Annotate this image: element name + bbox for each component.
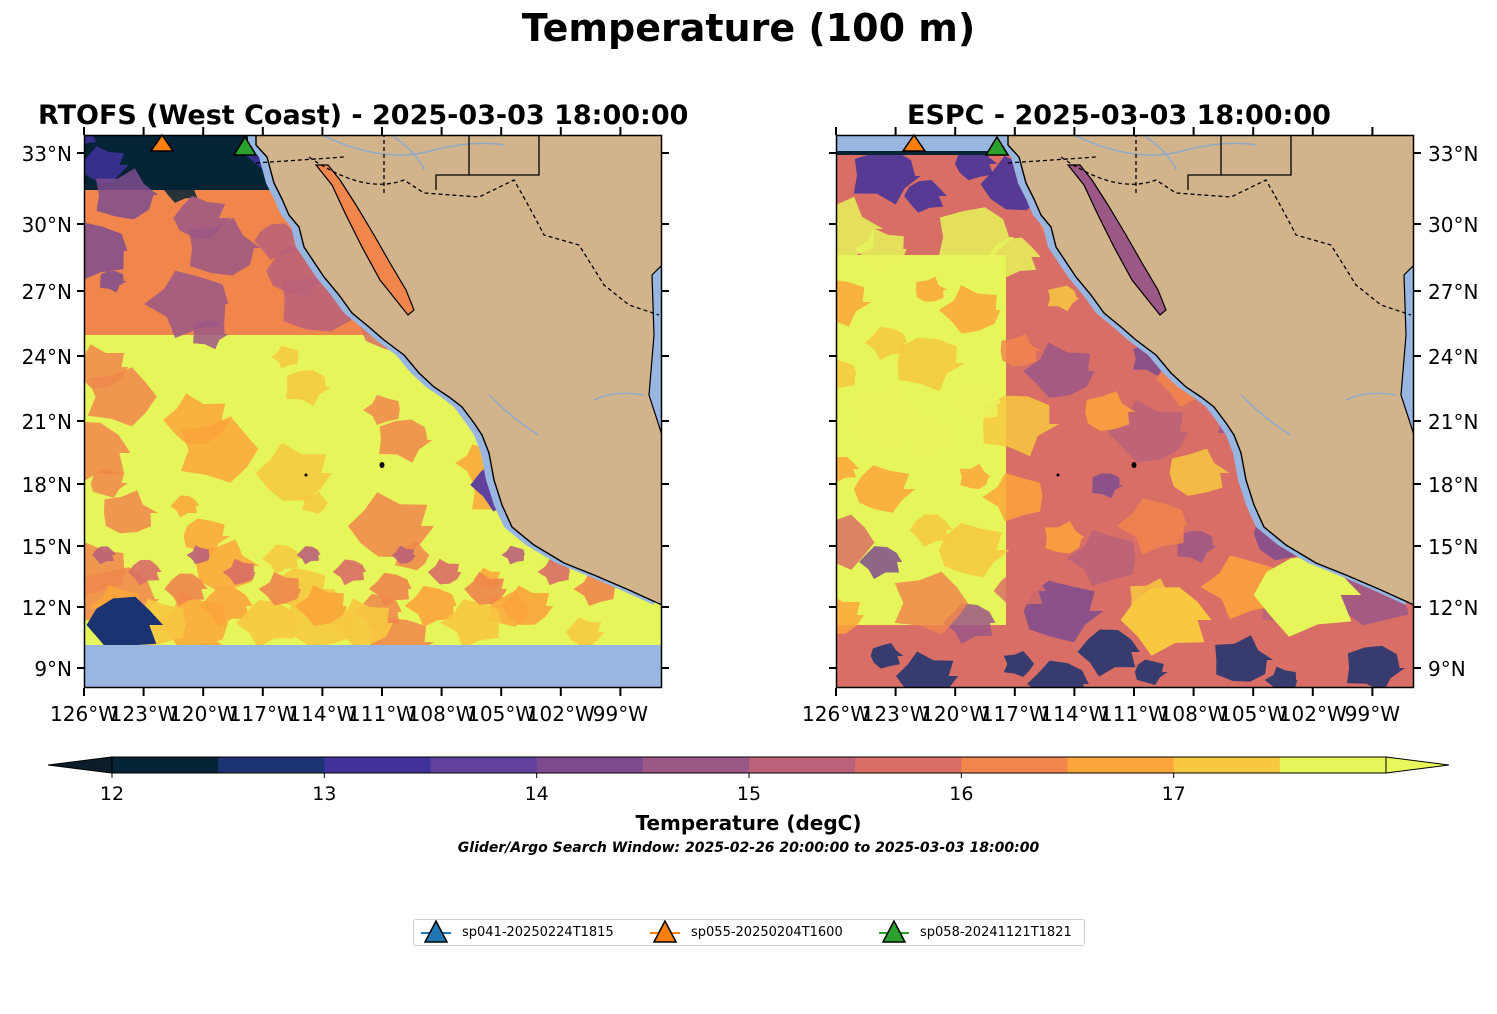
colorbar-title: Temperature (degC)	[635, 811, 862, 835]
right-map-lat-label: 15°N	[1428, 535, 1479, 559]
rtofs-map-svg	[77, 127, 669, 696]
legend: sp041-20250224T1815 sp055-20250204T1600 …	[413, 919, 1085, 946]
colorbar-tick-label: 15	[736, 783, 762, 805]
colorbar	[47, 756, 1450, 778]
right-map-lon-label: 105°W	[1219, 702, 1288, 726]
colorbar-over-extension	[1385, 756, 1450, 774]
search-window-text: Glider/Argo Search Window: 2025-02-26 20…	[457, 840, 1040, 856]
colorbar-segment	[961, 757, 1068, 773]
legend-label-sp055: sp055-20250204T1600	[691, 925, 843, 940]
right-map-lon-label: 99°W	[1344, 702, 1401, 726]
right-map-lat-label: 9°N	[1428, 657, 1466, 681]
colorbar-tick-label: 12	[99, 783, 125, 805]
left-map-lon-label: 111°W	[348, 702, 416, 726]
right-map-lon-label: 126°W	[802, 702, 870, 726]
left-map-lon-label: 114°W	[288, 702, 357, 726]
colorbar-segment	[642, 757, 750, 773]
glider-sp058-marker	[984, 135, 1010, 156]
left-map-lat-label: 12°N	[21, 596, 72, 620]
left-map-lon-label: 102°W	[526, 702, 595, 726]
left-map-lat-label: 33°N	[21, 142, 72, 166]
colorbar-segment	[430, 757, 538, 773]
rtofs-map	[77, 127, 669, 696]
colorbar-under-extension	[47, 756, 113, 774]
right-map-lon-label: 111°W	[1100, 702, 1168, 726]
right-map-lat-label: 21°N	[1428, 410, 1479, 434]
left-map-lon-label: 105°W	[467, 702, 536, 726]
left-map-lon-label: 123°W	[109, 702, 178, 726]
green-triangle-marker-icon	[879, 920, 909, 943]
right-map-lat-label: 33°N	[1428, 142, 1479, 166]
right-map-lon-label: 102°W	[1278, 702, 1347, 726]
colorbar-tick-label: 13	[312, 783, 337, 805]
right-map-lat-label: 24°N	[1428, 345, 1479, 369]
right-map-lat-label: 12°N	[1428, 596, 1479, 620]
colorbar-tick-label: 14	[524, 783, 549, 805]
left-map-lat-label: 27°N	[21, 280, 72, 304]
espc-map-svg	[829, 127, 1421, 696]
left-map-lat-label: 24°N	[21, 345, 72, 369]
colorbar-segment	[749, 757, 856, 773]
right-map-lon-label: 117°W	[980, 702, 1049, 726]
colorbar-segment	[218, 757, 325, 773]
right-map-lat-label: 27°N	[1428, 280, 1479, 304]
colorbar-segment	[1173, 757, 1281, 773]
left-map-lon-label: 126°W	[50, 702, 118, 726]
blue-triangle-marker-icon	[421, 920, 451, 943]
left-map-lon-label: 108°W	[407, 702, 476, 726]
colorbar-tick-label: 17	[1161, 783, 1186, 805]
legend-label-sp058: sp058-20241121T1821	[920, 925, 1072, 940]
espc-panel-title: ESPC - 2025-03-03 18:00:00	[907, 100, 1331, 131]
colorbar-segment	[1067, 757, 1175, 773]
left-map-lon-label: 120°W	[169, 702, 238, 726]
right-map-lon-label: 114°W	[1040, 702, 1109, 726]
legend-label-sp041: sp041-20250224T1815	[462, 925, 614, 940]
left-map-lat-label: 18°N	[21, 473, 72, 497]
rtofs-panel-title: RTOFS (West Coast) - 2025-03-03 18:00:00	[38, 100, 689, 131]
right-map-lat-label: 30°N	[1428, 213, 1479, 237]
colorbar-segment	[855, 757, 962, 773]
right-map-lat-label: 18°N	[1428, 473, 1479, 497]
colorbar-segment	[324, 757, 431, 773]
orange-triangle-marker-icon	[650, 920, 680, 943]
colorbar-segment	[112, 757, 219, 773]
left-map-lat-label: 30°N	[21, 213, 72, 237]
right-map-lon-label: 108°W	[1159, 702, 1228, 726]
colorbar-segment	[536, 757, 644, 773]
right-map-lon-label: 123°W	[861, 702, 930, 726]
left-map-lat-label: 9°N	[34, 657, 72, 681]
left-map-lat-label: 21°N	[21, 410, 72, 434]
colorbar-tick-label: 16	[949, 783, 974, 805]
left-map-lon-label: 99°W	[592, 702, 649, 726]
espc-map	[829, 127, 1421, 696]
glider-sp058-marker	[232, 135, 258, 156]
colorbar-segment	[1279, 757, 1387, 773]
right-map-lon-label: 120°W	[921, 702, 990, 726]
left-map-lat-label: 15°N	[21, 535, 72, 559]
glider-sp055-marker	[149, 133, 175, 152]
glider-sp055-marker	[901, 133, 927, 152]
figure-title: Temperature (100 m)	[521, 6, 976, 50]
left-map-lon-label: 117°W	[228, 702, 297, 726]
